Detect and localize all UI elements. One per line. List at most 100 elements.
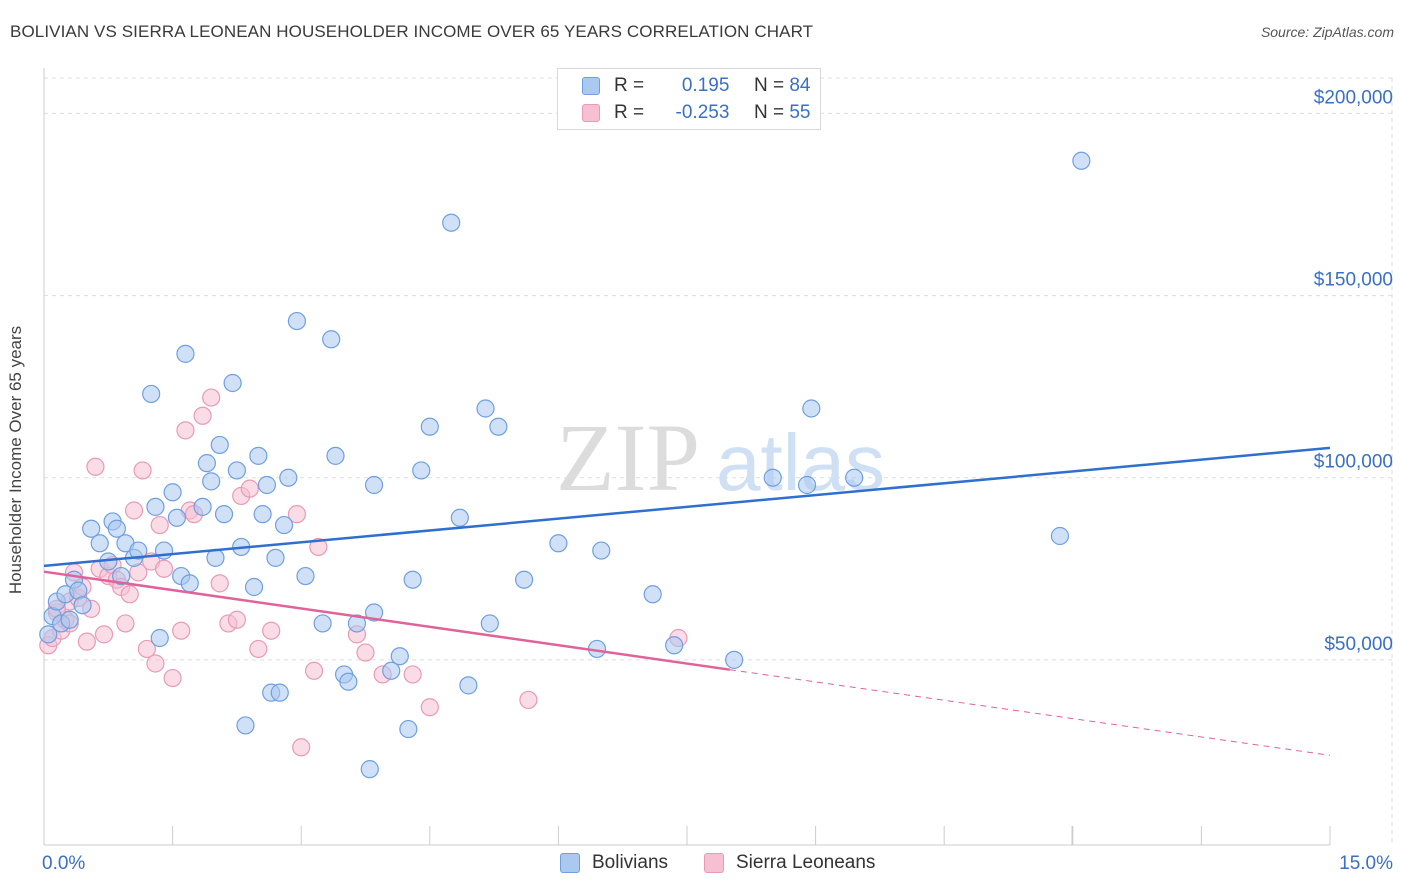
bolivian-point xyxy=(202,472,221,491)
sierra-leonean-trend-line xyxy=(43,570,731,671)
bolivian-point xyxy=(442,213,461,232)
sierra-leonean-point xyxy=(124,501,144,520)
sierra-leonean-point xyxy=(154,559,174,578)
bolivian-point xyxy=(549,534,568,553)
sierra-leonean-point xyxy=(304,661,324,680)
bolivian-point xyxy=(146,497,165,516)
legend-r-label: R = xyxy=(614,75,645,96)
sierra-leonean-point xyxy=(176,421,195,440)
bottom-legend-swatch-blue xyxy=(560,853,580,873)
legend-n-value: 55 xyxy=(789,102,811,123)
sierra-leonean-point xyxy=(403,665,422,684)
bolivian-point xyxy=(176,344,195,363)
legend-n-value: 84 xyxy=(789,75,811,96)
bolivian-point xyxy=(73,596,92,615)
bolivian-trend-line xyxy=(43,446,1331,568)
source-credit: Source: ZipAtlas.com xyxy=(1260,24,1394,40)
sierra-leonean-point xyxy=(172,621,191,640)
bolivian-point xyxy=(390,647,409,666)
bolivian-point xyxy=(236,716,255,735)
bolivian-point xyxy=(797,475,817,495)
bolivian-point xyxy=(223,373,242,393)
bolivian-point xyxy=(82,519,101,538)
sierra-leonean-point xyxy=(163,668,182,688)
legend-r-value: -0.253 xyxy=(675,102,730,123)
watermark-zip: ZIP xyxy=(556,404,700,511)
sierra-leonean-point xyxy=(249,639,268,659)
bolivian-point xyxy=(167,508,186,527)
bolivian-point xyxy=(60,610,79,629)
sierra-leonean-point xyxy=(210,574,229,593)
bolivian-point xyxy=(180,574,199,593)
y-tick-label: $100,000 xyxy=(1314,452,1393,473)
bolivian-point xyxy=(193,497,212,516)
bolivian-point xyxy=(150,628,169,648)
bolivian-point xyxy=(489,417,508,436)
bolivian-point xyxy=(382,661,401,680)
x-tick-label-start: 0.0% xyxy=(42,853,85,874)
bolivian-point xyxy=(515,570,534,589)
bolivian-point xyxy=(459,676,478,695)
sierra-leonean-point xyxy=(150,515,169,535)
bolivian-point xyxy=(210,435,229,455)
bottom-legend-swatch-pink xyxy=(704,853,724,873)
bolivian-point xyxy=(107,519,126,538)
bolivian-point xyxy=(227,461,246,480)
sierra-leonean-point xyxy=(309,537,328,557)
bolivian-point xyxy=(339,672,358,691)
bolivian-point xyxy=(279,468,298,487)
sierra-leonean-point xyxy=(94,625,114,644)
x-tick-label-end: 15.0% xyxy=(1339,853,1393,874)
bolivian-point xyxy=(643,585,662,604)
chart-title: BOLIVIAN VS SIERRA LEONEAN HOUSEHOLDER I… xyxy=(10,22,814,41)
bottom-legend-label: Sierra Leoneans xyxy=(736,852,876,873)
sierra-leonean-point xyxy=(86,457,105,476)
bolivian-point xyxy=(129,541,148,560)
bolivian-point xyxy=(287,311,307,331)
y-tick-label: $200,000 xyxy=(1314,87,1393,108)
y-tick-label: $150,000 xyxy=(1314,270,1393,291)
sierra-leonean-point xyxy=(240,479,259,498)
bolivian-point xyxy=(802,399,821,418)
bolivian-point xyxy=(845,468,864,487)
bolivian-point xyxy=(592,541,611,560)
sierra-leonean-point xyxy=(227,610,246,629)
watermark-atlas: atlas xyxy=(716,418,885,507)
legend-r-value: 0.195 xyxy=(681,75,730,96)
bolivian-point xyxy=(364,475,384,495)
bolivian-point xyxy=(266,548,285,567)
bolivian-point xyxy=(322,330,341,349)
bolivian-point xyxy=(399,719,418,739)
bolivian-point xyxy=(1072,151,1091,170)
bolivian-point xyxy=(480,614,499,633)
y-tick-label: $50,000 xyxy=(1324,634,1393,655)
bolivian-point xyxy=(244,577,264,597)
sierra-leonean-point xyxy=(116,614,135,633)
sierra-leonean-point xyxy=(356,643,375,662)
bolivian-point xyxy=(364,603,384,622)
sierra-leonean-point xyxy=(193,406,212,425)
bottom-legend-label: Bolivians xyxy=(592,852,669,873)
legend-n-label: N = xyxy=(753,75,785,96)
bolivian-point xyxy=(214,505,234,524)
bolivian-point xyxy=(274,515,294,535)
bolivian-point xyxy=(249,446,268,465)
bolivian-point xyxy=(142,384,161,404)
y-axis-label-wrap: Householder Income Over 65 years xyxy=(6,326,40,594)
bolivian-point xyxy=(403,570,422,589)
sierra-leonean-point xyxy=(137,639,156,659)
bolivian-point xyxy=(39,625,58,644)
sierra-leonean-point xyxy=(120,585,139,604)
bolivian-point xyxy=(163,483,182,502)
correlation-legend: R = 0.195 N = 84 R = -0.253 N = 55 xyxy=(557,68,821,130)
bolivian-point xyxy=(412,461,431,480)
bolivian-point xyxy=(326,446,345,465)
sierra-leonean-point xyxy=(519,690,538,710)
bolivian-point xyxy=(763,468,782,487)
bolivian-point xyxy=(665,636,684,655)
sierra-leonean-point xyxy=(202,388,221,407)
sierra-leonean-point xyxy=(292,738,311,757)
bolivian-point xyxy=(476,399,495,418)
watermark: ZIP atlas xyxy=(556,404,885,511)
bolivian-point xyxy=(270,683,289,702)
